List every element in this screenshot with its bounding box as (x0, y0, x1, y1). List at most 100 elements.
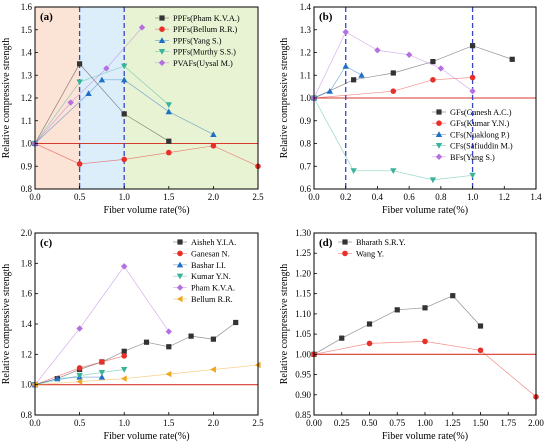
data-point-marker (98, 373, 106, 380)
data-point-marker (422, 305, 428, 311)
data-point-marker (210, 131, 217, 137)
y-tick-label: 0.8 (300, 139, 312, 149)
x-tick-label: 1.25 (445, 418, 461, 428)
x-tick-label: 0.75 (389, 418, 405, 428)
data-point-marker (121, 348, 127, 354)
x-tick-label: 0.8 (435, 192, 447, 202)
data-point-marker (177, 239, 183, 245)
series-line (313, 65, 362, 99)
y-tick-label: 1.30 (295, 228, 311, 238)
data-point-marker (158, 49, 166, 55)
data-point-marker (176, 284, 184, 291)
x-tick-label: 0.25 (334, 418, 350, 428)
data-point-marker (166, 344, 172, 350)
x-tick-label: 1.0 (467, 192, 479, 202)
data-point-marker (351, 77, 357, 83)
x-tick-label: 0.2 (340, 192, 351, 202)
y-tick-label: 1.4 (21, 319, 33, 329)
series-line (313, 45, 513, 99)
panel-a: 0.0 0.5 1.0 1.5 2.0 2.5 0.8 0.9 1.0 1.1 1.2 1.3 1.4 1… (1, 2, 264, 216)
data-point-marker (450, 293, 456, 299)
legend-entry: CFs(Nuaklong P.) (450, 130, 510, 139)
legend-entry: GFs(Ganesh A.C.) (450, 108, 512, 117)
x-tick-label: 0.0 (29, 418, 41, 428)
shaded-region (124, 7, 258, 189)
x-tick-label: 1.50 (473, 418, 489, 428)
series-line (34, 27, 143, 144)
data-point-marker (176, 261, 184, 268)
y-tick-label: 1.2 (300, 48, 311, 58)
data-point-marker (469, 87, 476, 95)
x-tick-label: 2.0 (208, 418, 220, 428)
panel-label: (b) (319, 11, 333, 23)
y-tick-label: 1.6 (21, 2, 33, 12)
y-tick-label: 1.00 (295, 349, 311, 359)
data-point-marker (469, 43, 476, 49)
x-tick-label: 2.0 (208, 192, 220, 202)
data-point-marker (67, 99, 74, 106)
data-point-marker (358, 72, 365, 78)
x-tick-label: 0.00 (306, 418, 322, 428)
legend-entry: Aisheh Y.I.A. (191, 238, 236, 247)
series-line (313, 295, 481, 355)
legend-entry: CFs(Safiuddin M.) (450, 142, 513, 151)
x-tick-label: 1.00 (417, 418, 433, 428)
panel-d: 0.00 0.25 0.50 0.75 1.00 1.25 1.50 1.75 2.00 0.85… (279, 228, 544, 442)
y-tick-label: 0.7 (300, 161, 312, 171)
x-axis-label: Fiber volume rate(%) (382, 205, 468, 216)
x-tick-label: 0.50 (362, 418, 378, 428)
data-point-marker (121, 263, 128, 270)
series-line (34, 265, 170, 385)
data-point-marker (121, 366, 128, 373)
data-point-marker (121, 63, 128, 70)
x-tick-label: 0.0 (308, 192, 320, 202)
data-point-marker (436, 109, 442, 115)
data-point-marker (165, 108, 172, 115)
data-point-marker (366, 321, 373, 327)
y-tick-label: 0.90 (295, 390, 311, 400)
data-point-marker (469, 74, 476, 81)
y-axis-label: Relative compressive strength (1, 264, 12, 385)
y-tick-label: 1.0 (300, 93, 312, 103)
x-tick-label: 1.5 (163, 418, 175, 428)
series-line (34, 143, 259, 167)
data-point-marker (103, 65, 110, 72)
data-point-marker (76, 378, 83, 385)
data-point-marker (166, 149, 172, 156)
y-tick-label: 0.8 (21, 184, 33, 194)
legend-entry: Pham K.V.A. (191, 284, 235, 293)
legend-entry: BFs(Yang S.) (450, 153, 495, 162)
y-tick-label: 1.3 (21, 70, 33, 80)
data-point-marker (165, 102, 172, 109)
series-line (34, 65, 170, 144)
legend-entry: Bashar I.I. (191, 261, 226, 270)
y-tick-label: 0.9 (21, 161, 33, 171)
y-tick-label: 0.8 (21, 410, 33, 420)
data-point-marker (98, 76, 106, 83)
y-tick-label: 0.95 (295, 370, 311, 380)
legend-entry: PPFs(Yang S.) (173, 36, 222, 45)
data-point-marker (159, 15, 165, 21)
y-tick-label: 0.85 (295, 410, 311, 420)
panel-b: 0.0 0.2 0.4 0.6 0.8 1.0 1.2 1.4 0.6 0.7 0.8 0.9 1.0 1… (279, 2, 542, 216)
panel-label: (a) (40, 11, 53, 23)
data-point-marker (121, 111, 127, 117)
data-point-marker (430, 59, 436, 65)
x-tick-label: 0.0 (29, 192, 41, 202)
legend-entry: Kumar Y.N. (191, 272, 231, 281)
legend-entry: PVAFs(Uysal M.) (173, 59, 233, 68)
legend-entry: GFs(Kumar Y.N.) (450, 119, 509, 128)
y-tick-label: 1.25 (295, 248, 311, 258)
y-tick-label: 1.4 (300, 2, 312, 12)
data-point-marker (166, 138, 172, 144)
y-tick-label: 1.1 (21, 116, 32, 126)
x-tick-label: 1.0 (119, 418, 131, 428)
x-tick-label: 2.5 (252, 418, 264, 428)
data-point-marker (98, 369, 106, 376)
y-tick-label: 1.1 (300, 70, 311, 80)
data-point-marker (435, 143, 443, 149)
legend-entry: Bellum R.R. (191, 295, 233, 304)
data-point-marker (210, 366, 216, 373)
data-point-marker (509, 56, 515, 62)
